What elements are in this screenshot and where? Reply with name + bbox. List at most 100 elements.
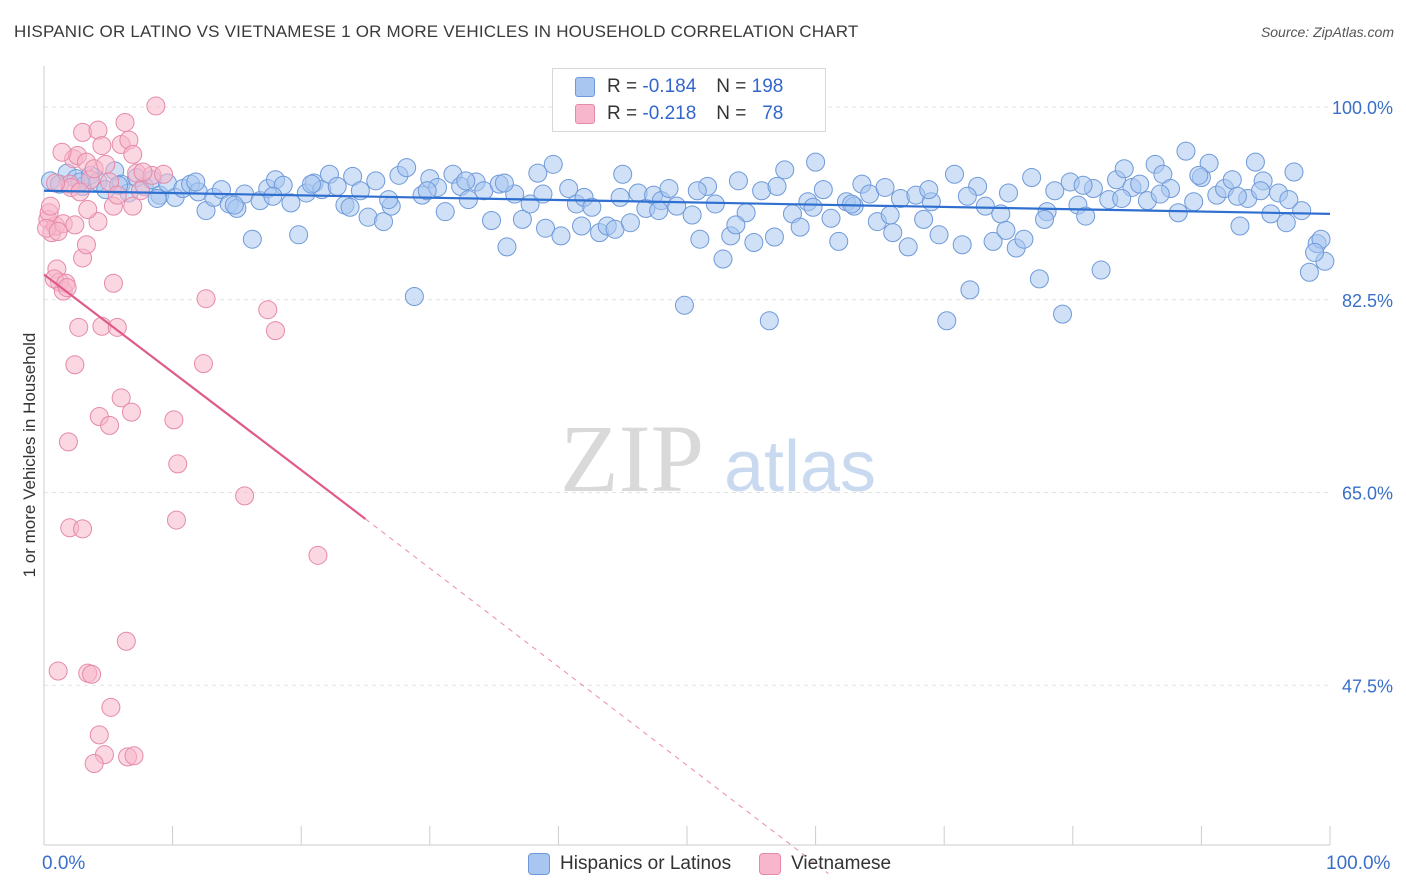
point-hispanic (999, 183, 1018, 203)
x-tick-label-max: 100.0% (1326, 853, 1391, 874)
point-hispanic (366, 171, 386, 191)
trend-line-hispanic (43, 189, 1331, 215)
legend-item-vietnamese[interactable]: Vietnamese (759, 853, 891, 875)
point-vietnamese (154, 164, 174, 184)
point-hispanic (821, 208, 841, 228)
point-hispanic (929, 225, 949, 245)
stats-row-vietnamese: R = -0.218 N = 78 (575, 102, 783, 126)
point-hispanic (996, 220, 1016, 240)
point-vietnamese (103, 273, 123, 293)
point-vietnamese (96, 154, 116, 174)
point-vietnamese (89, 725, 109, 745)
point-hispanic (494, 173, 514, 193)
trend-line-vietnamese-extension (365, 518, 829, 875)
point-hispanic (1305, 242, 1325, 262)
stats-n-label: N = (716, 76, 747, 97)
y-axis-label: 1 or more Vehicles in Household (20, 332, 39, 578)
point-hispanic (1184, 192, 1204, 212)
point-hispanic (417, 181, 437, 201)
y-tick-label: 65.0% (1342, 484, 1393, 504)
point-hispanic (983, 231, 1003, 251)
point-hispanic (713, 249, 733, 269)
point-vietnamese (111, 388, 131, 408)
watermark-atlas: atlas (724, 427, 876, 507)
point-vietnamese (52, 142, 72, 162)
point-vietnamese (116, 631, 136, 651)
point-hispanic (1168, 203, 1188, 223)
point-hispanic (690, 229, 710, 249)
point-vietnamese (101, 697, 121, 717)
y-tick-label: 82.5% (1342, 291, 1393, 311)
point-hispanic (404, 286, 424, 306)
point-vietnamese (196, 289, 216, 309)
point-hispanic (1299, 262, 1319, 282)
point-hispanic (1014, 229, 1034, 249)
point-vietnamese (133, 162, 153, 182)
point-vietnamese (107, 185, 127, 205)
point-hispanic (1227, 186, 1247, 206)
point-hispanic (528, 163, 548, 183)
point-vietnamese (92, 136, 112, 156)
point-hispanic (726, 215, 746, 235)
stats-swatch-vietnamese (575, 104, 595, 124)
point-hispanic (775, 160, 795, 180)
point-hispanic (803, 197, 823, 217)
stats-swatch-hispanic (575, 77, 595, 97)
legend-item-hispanic[interactable]: Hispanics or Latinos (528, 853, 731, 875)
stats-row-hispanic: R = -0.184 N = 198 (575, 75, 783, 99)
point-vietnamese (123, 144, 143, 164)
point-hispanic (242, 229, 262, 249)
point-hispanic (610, 187, 630, 207)
point-vietnamese (235, 486, 255, 506)
point-hispanic (1245, 152, 1265, 172)
point-vietnamese (84, 753, 104, 773)
point-hispanic (1035, 209, 1055, 229)
point-hispanic (551, 226, 571, 246)
point-hispanic (960, 280, 980, 300)
point-hispanic (1130, 174, 1150, 194)
point-hispanic (883, 223, 903, 243)
point-vietnamese (40, 196, 60, 216)
point-hispanic (543, 154, 563, 174)
stats-r-value: -0.184 (642, 76, 697, 97)
point-hispanic (1284, 162, 1304, 182)
stats-n-value: 198 (751, 76, 784, 97)
point-hispanic (890, 188, 910, 208)
point-hispanic (559, 179, 579, 199)
point-vietnamese (258, 300, 278, 320)
point-hispanic (875, 177, 895, 197)
point-hispanic (536, 218, 556, 238)
point-hispanic (1230, 216, 1250, 236)
point-vietnamese (65, 355, 85, 375)
point-hispanic (1222, 170, 1242, 190)
point-hispanic (806, 152, 826, 172)
point-hispanic (1091, 260, 1111, 280)
point-hispanic (842, 194, 862, 214)
point-hispanic (435, 202, 455, 222)
point-vietnamese (107, 317, 127, 337)
point-hispanic (1045, 181, 1065, 201)
stats-n-value: 78 (762, 103, 784, 124)
point-hispanic (674, 295, 694, 315)
point-hispanic (937, 311, 957, 331)
point-hispanic (1022, 168, 1042, 188)
point-hispanic (281, 193, 301, 213)
point-vietnamese (308, 545, 328, 565)
point-hispanic (1292, 201, 1312, 221)
point-hispanic (482, 210, 502, 230)
point-vietnamese (69, 317, 89, 337)
point-hispanic (340, 197, 360, 217)
point-hispanic (682, 205, 702, 225)
point-vietnamese (46, 173, 66, 193)
point-hispanic (1053, 304, 1073, 324)
point-vietnamese (78, 199, 98, 219)
point-hispanic (613, 164, 633, 184)
point-vietnamese (57, 278, 77, 298)
point-hispanic (620, 213, 640, 233)
point-hispanic (1189, 165, 1209, 185)
point-vietnamese (82, 664, 102, 684)
point-vietnamese (265, 321, 285, 341)
point-hispanic (898, 237, 918, 257)
point-vietnamese (65, 215, 85, 235)
